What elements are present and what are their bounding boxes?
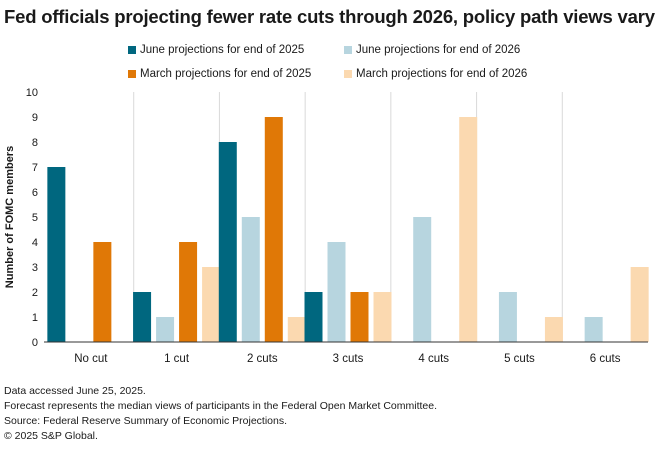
legend-swatch bbox=[128, 46, 136, 54]
y-tick-label: 7 bbox=[32, 162, 38, 174]
bar bbox=[373, 292, 392, 342]
legend-label: March projections for end of 2026 bbox=[356, 68, 528, 80]
y-tick-label: 8 bbox=[32, 137, 38, 149]
legend-swatch bbox=[344, 46, 352, 54]
legend-item-march-2026: March projections for end of 2026 bbox=[344, 68, 527, 80]
legend: June projections for end of 2025 June pr… bbox=[128, 44, 598, 88]
y-tick-label: 10 bbox=[26, 87, 38, 99]
x-tick-label: 2 cuts bbox=[247, 353, 278, 365]
footnote-forecast: Forecast represents the median views of … bbox=[4, 400, 438, 412]
bar-chart: 0 1 2 3 4 5 6 7 8 9 10 Number of FOMC members No cut… bbox=[4, 87, 649, 365]
bar bbox=[630, 267, 649, 342]
bar bbox=[179, 242, 198, 342]
bar bbox=[264, 117, 283, 342]
bar bbox=[584, 317, 603, 342]
bar bbox=[498, 292, 517, 342]
footnotes: Data accessed June 25, 2025. Forecast re… bbox=[4, 384, 437, 444]
bar bbox=[202, 267, 221, 342]
bar bbox=[93, 242, 112, 342]
bar bbox=[459, 117, 478, 342]
legend-label: June projections for end of 2025 bbox=[140, 44, 305, 56]
bar bbox=[350, 292, 369, 342]
y-tick-label: 6 bbox=[32, 187, 38, 199]
x-tick-label: 4 cuts bbox=[418, 353, 449, 365]
y-tick-label: 9 bbox=[32, 112, 38, 124]
y-tick-label: 3 bbox=[32, 262, 38, 274]
y-tick-label: 4 bbox=[32, 237, 38, 249]
bar bbox=[156, 317, 175, 342]
legend-item-june-2025: June projections for end of 2025 bbox=[128, 44, 304, 56]
x-tick-label: 6 cuts bbox=[590, 353, 621, 365]
bar bbox=[47, 167, 66, 342]
legend-item-march-2025: March projections for end of 2025 bbox=[128, 68, 311, 80]
y-tick-label: 5 bbox=[32, 212, 38, 224]
legend-label: June projections for end of 2026 bbox=[356, 44, 521, 56]
bar bbox=[287, 317, 306, 342]
footnote-source: Source: Federal Reserve Summary of Econo… bbox=[4, 415, 288, 427]
y-tick-label: 0 bbox=[32, 337, 38, 349]
bar bbox=[241, 217, 260, 342]
bar bbox=[327, 242, 346, 342]
legend-label: March projections for end of 2025 bbox=[140, 68, 312, 80]
bar bbox=[413, 217, 432, 342]
legend-item-june-2026: June projections for end of 2026 bbox=[344, 44, 520, 56]
bar bbox=[133, 292, 152, 342]
x-tick-label: 1 cut bbox=[164, 353, 190, 365]
x-tick-label: No cut bbox=[74, 353, 108, 365]
legend-swatch bbox=[344, 70, 352, 78]
bar bbox=[218, 142, 237, 342]
y-axis-title: Number of FOMC members bbox=[4, 146, 16, 288]
chart-title: Fed officials projecting fewer rate cuts… bbox=[4, 6, 655, 27]
y-tick-label: 1 bbox=[32, 312, 38, 324]
x-tick-label: 3 cuts bbox=[333, 353, 364, 365]
x-tick-label: 5 cuts bbox=[504, 353, 535, 365]
bar bbox=[544, 317, 563, 342]
bar bbox=[304, 292, 323, 342]
y-tick-label: 2 bbox=[32, 287, 38, 299]
footnote-data-accessed: Data accessed June 25, 2025. bbox=[4, 385, 146, 397]
footnote-copyright: © 2025 S&P Global. bbox=[4, 430, 98, 442]
legend-swatch bbox=[128, 70, 136, 78]
